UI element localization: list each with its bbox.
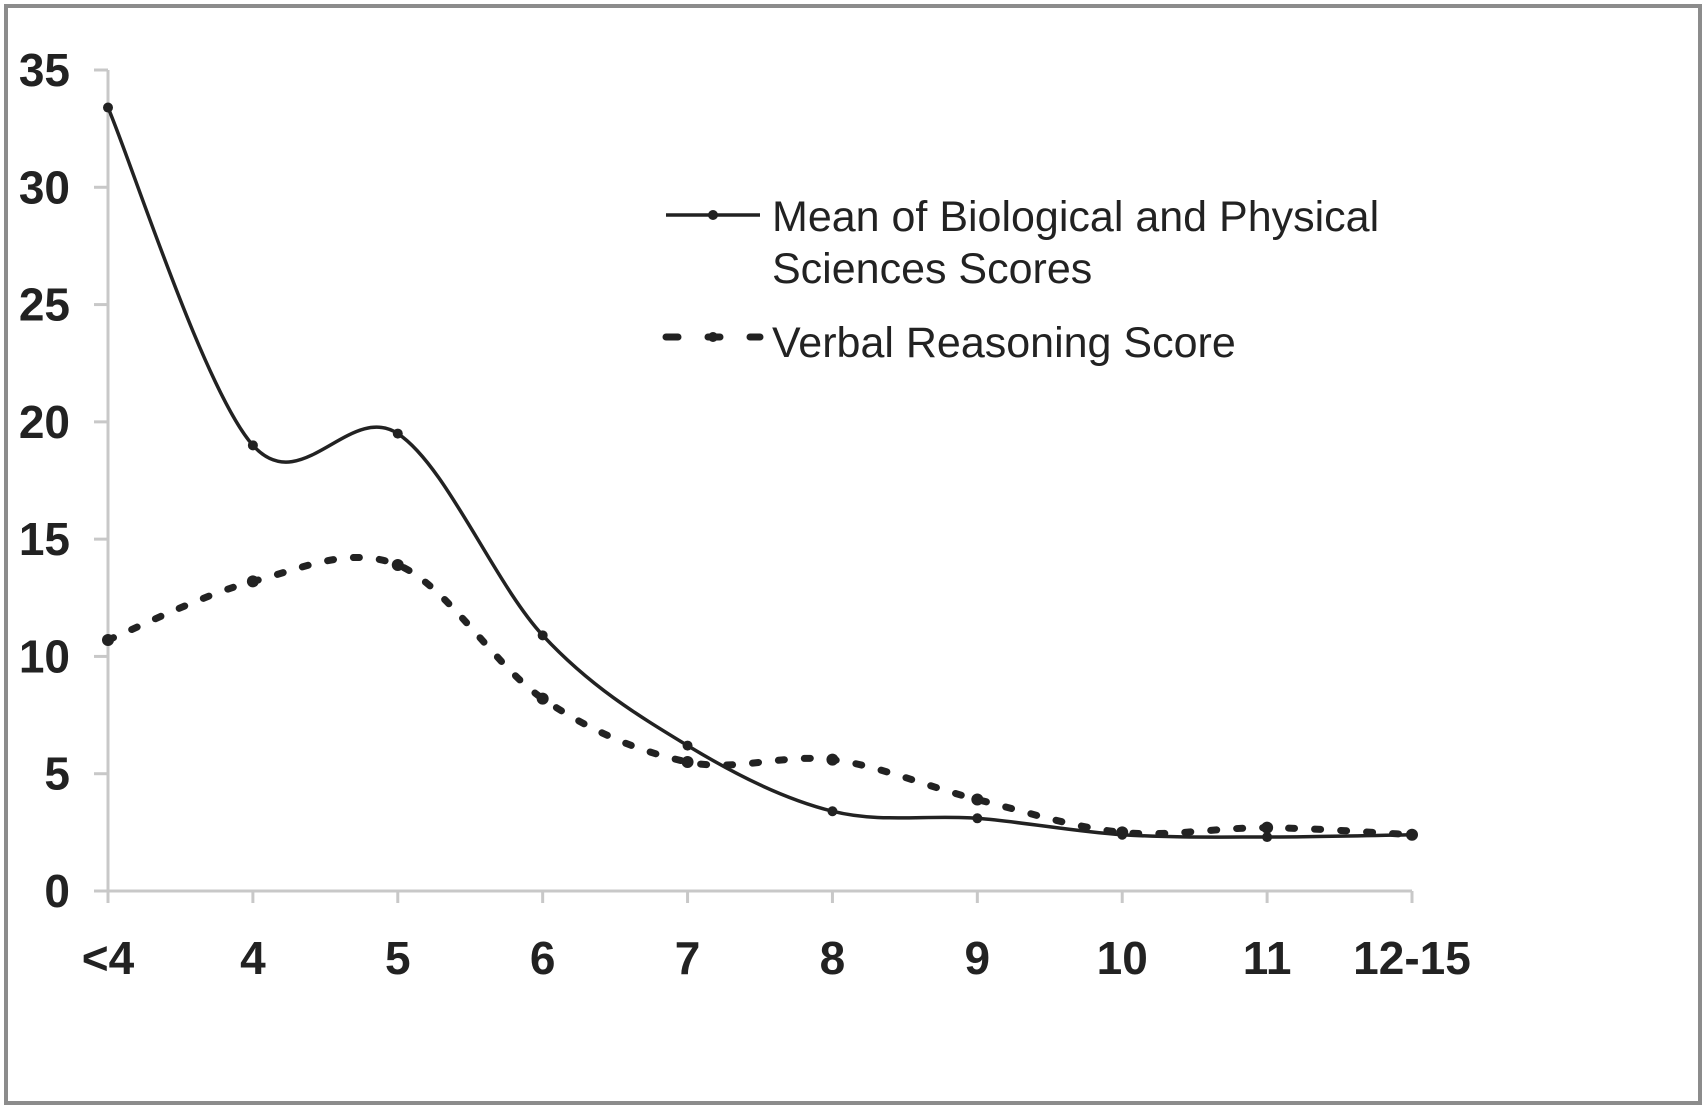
y-tick-label: 5	[44, 748, 70, 800]
y-tick-label: 30	[19, 161, 70, 213]
line-chart: 0 5 10 15 20 25 30 35 <4 4 5 6 7 8 9 10 11 12-15 Mean of …	[19, 44, 1471, 984]
mean-sciences-point	[1262, 832, 1273, 843]
verbal-reasoning-point	[826, 753, 839, 766]
y-tick-label: 35	[19, 44, 70, 96]
verbal-reasoning-point	[971, 793, 984, 806]
x-tick-label: 8	[820, 932, 846, 984]
chart-series	[102, 102, 1418, 843]
verbal-reasoning-point	[1116, 826, 1129, 839]
mean-sciences-point	[682, 740, 693, 751]
x-tick-label: 4	[240, 932, 266, 984]
verbal-reasoning-point	[102, 634, 114, 647]
legend-label: Sciences Scores	[772, 245, 1092, 293]
verbal-reasoning-point	[681, 755, 694, 768]
mean-sciences-point	[247, 440, 258, 451]
x-tick-label: <4	[82, 932, 135, 984]
mean-sciences-point	[972, 813, 983, 824]
verbal-reasoning-line	[104, 554, 1416, 839]
legend-sample-marker	[708, 210, 718, 220]
mean-sciences-point	[392, 428, 403, 439]
x-tick-label: 11	[1243, 932, 1292, 984]
x-tick-label: 10	[1097, 932, 1148, 984]
mean-sciences-point	[827, 806, 838, 817]
verbal-reasoning-point	[391, 558, 404, 571]
mean-sciences-point	[537, 630, 548, 641]
x-tick-label: 9	[965, 932, 991, 984]
verbal-reasoning-point	[246, 575, 259, 588]
verbal-reasoning-point	[1406, 828, 1418, 841]
y-tick-label: 10	[19, 630, 70, 682]
x-tick-label: 7	[675, 932, 701, 984]
y-tick-label: 15	[19, 513, 70, 565]
verbal-reasoning-point	[1261, 821, 1274, 834]
verbal-reasoning-point	[536, 692, 549, 705]
x-tick-label: 12-15	[1353, 932, 1471, 984]
legend-label: Mean of Biological and Physical	[772, 193, 1379, 241]
x-tick-label: 5	[385, 932, 411, 984]
y-tick-label: 25	[19, 279, 70, 331]
chart-legend: Mean of Biological and PhysicalSciences …	[662, 193, 1379, 367]
x-tick-label: 6	[530, 932, 556, 984]
y-tick-label: 0	[44, 865, 70, 917]
chart-axes: 0 5 10 15 20 25 30 35 <4 4 5 6 7 8 9 10 11 12-15	[19, 44, 1471, 984]
mean-sciences-point	[103, 102, 113, 113]
y-tick-label: 20	[19, 396, 70, 448]
legend-sample-marker	[708, 332, 718, 342]
chart-frame: 0 5 10 15 20 25 30 35 <4 4 5 6 7 8 9 10 11 12-15 Mean of …	[4, 4, 1702, 1105]
legend-label: Verbal Reasoning Score	[772, 319, 1236, 367]
